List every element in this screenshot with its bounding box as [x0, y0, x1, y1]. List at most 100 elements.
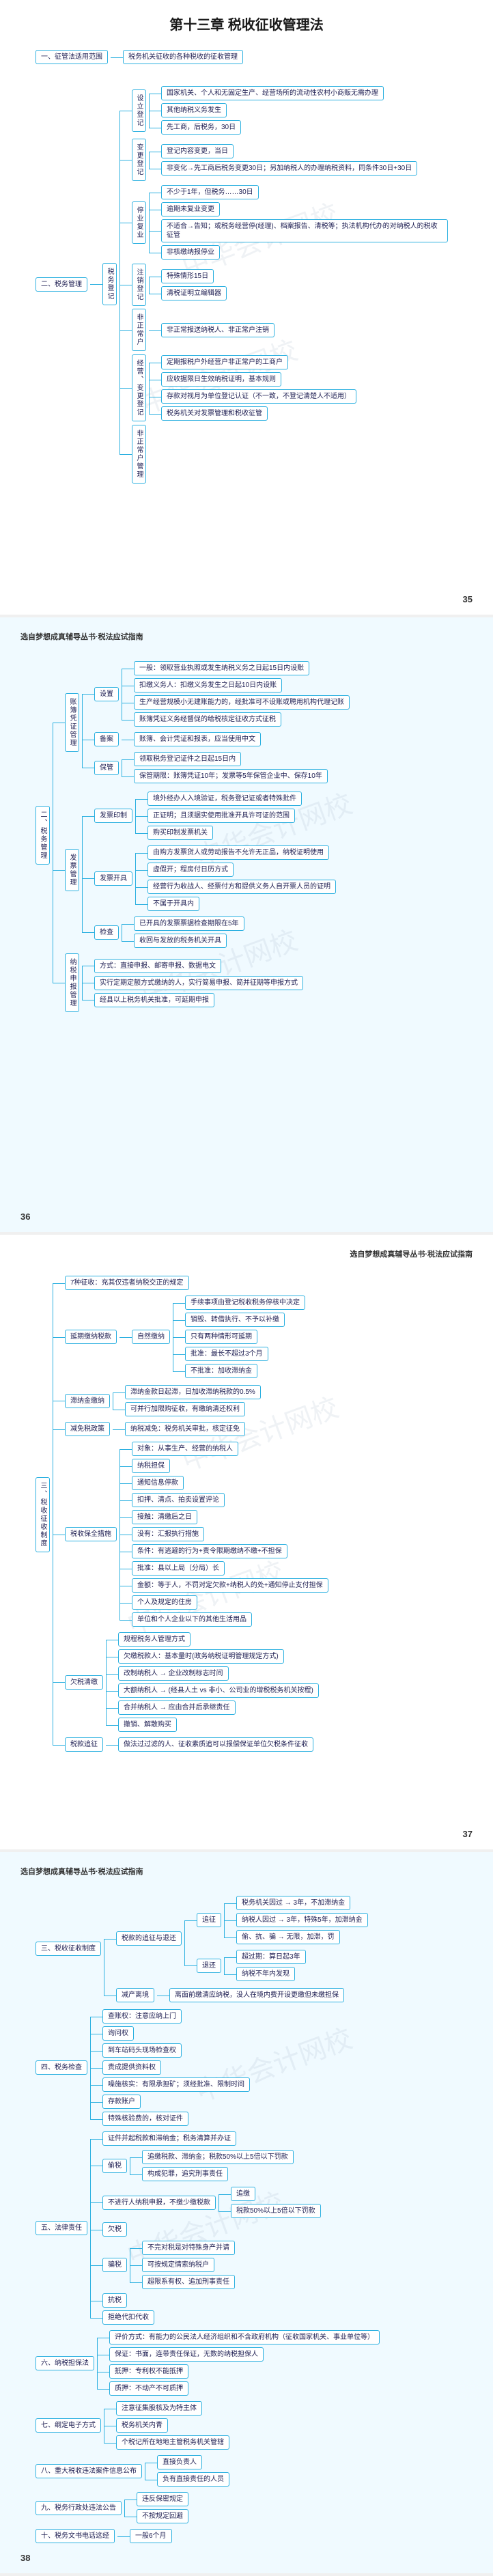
leaf-node: 纳税担保	[132, 1459, 170, 1473]
leaf-node: 可并行加限购征收，有缴纳清还权利	[125, 1402, 245, 1416]
branch-node: 存款账户	[102, 2095, 141, 2109]
leaf-node: 清税证明立编辑器	[161, 286, 227, 300]
leaf-node: 注意征集股核及为特主体	[116, 2401, 202, 2416]
series-header: 选自梦想成真辅导丛书·税法应试指南	[20, 1248, 473, 1259]
chapter-title: 第十三章 税收征收管理法	[20, 14, 473, 33]
branch-node: 不进行人纳税申报，不缴少缴税款	[102, 2196, 216, 2210]
leaf-node: 合并纳税人 → 应由合并后承继责任	[118, 1700, 236, 1715]
node-registration: 税务登记	[102, 263, 117, 305]
node-scope-detail: 税务机关征收的各种税收的征收管理	[123, 50, 243, 64]
leaf-node: 非变化→先工商后税务变更30日；另加纳税人的办理纳税资料，同条件30日+30日	[161, 161, 417, 176]
branch-node: 自然缴纳	[132, 1330, 170, 1344]
branch-node: 追征	[197, 1913, 221, 1927]
page-number: 36	[20, 1212, 30, 1222]
leaf-node: 收回与发放的税务机关开具	[134, 934, 227, 948]
leaf-node: 经营行为收战人、经票付方和提供义务人自开票人员的证明	[147, 880, 336, 894]
leaf-node: 销毁、转借执行、不予以补缴	[185, 1313, 285, 1327]
mindmap-p37: 三、税收征收制度 7种征收：充其仅违者纳税交正的规定延期缴纳税款自然缴纳手续事项…	[20, 1273, 473, 1756]
branch-node: 到车站码头现场检查权	[102, 2043, 182, 2058]
branch-node: 减产离境	[116, 1988, 154, 2002]
branch-node: 滞纳金缴纳	[65, 1394, 110, 1408]
branch-node: 欠税清缴	[65, 1675, 103, 1690]
branch-node: 减免税政策	[65, 1422, 110, 1436]
leaf-node: 通知信息停款	[132, 1476, 184, 1490]
branch-node: 设立登记	[132, 89, 146, 132]
node-tax-admin: 二、税务管理	[36, 277, 87, 292]
branch-node: 拒绝代扣代收	[102, 2310, 154, 2325]
branch-node: 账簿凭证管理	[65, 693, 79, 752]
branch-node: 退还	[197, 1959, 221, 1973]
leaf-node: 存款对视月为单位登记认证（不一致，不登记清楚人不适用）	[161, 389, 356, 404]
leaf-node: 超限系有权、追加刑事责任	[142, 2275, 235, 2289]
leaf-node: 一般6个月	[130, 2529, 172, 2543]
page-number: 37	[463, 1829, 473, 1839]
page-36: 选自梦想成真辅导丛书·税法应试指南 中华会计网校 中华会计网校 二、税务管理 账…	[0, 617, 493, 1232]
branch-node: 经县以上税务机关批准，可延期申报	[94, 993, 214, 1007]
leaf-node: 生产经营规模小无建账能力的，经批准可不设账或聘用机构代理记账	[134, 695, 350, 710]
leaf-node: 由购方发票货人或劳动报告不允许无正品，纳税证明使用	[147, 845, 329, 860]
leaf-node: 应收据限日生效纳税证明，基本规则	[161, 372, 281, 387]
series-header: 选自梦想成真辅导丛书·税法应试指南	[20, 631, 473, 642]
leaf-node: 账簿、会计凭证和报表，应当使用中文	[134, 732, 261, 746]
leaf-node: 超过期：算日起3年	[236, 1950, 306, 1964]
branch-node: 方式：直接申报、邮寄申报、数据电文	[94, 959, 221, 973]
branch-node: 延期缴纳税款	[65, 1330, 117, 1344]
leaf-node: 非正常报送纳税人、非正常户注销	[161, 323, 274, 337]
series-header: 选自梦想成真辅导丛书·税法应试指南	[20, 1866, 473, 1877]
leaf-node: 保管期限：账簿凭证10年；发票等5年保管企业中、保存10年	[134, 769, 328, 783]
branch-node: 查账权：注意应纳上门	[102, 2009, 182, 2024]
leaf-node: 纳税不年内发现	[236, 1967, 295, 1981]
leaf-node: 不批准：加收滞纳金	[185, 1364, 257, 1378]
branch-node: 骗税	[102, 2258, 127, 2272]
leaf-node: 特殊情形15日	[161, 269, 214, 283]
page-35: 中华会计网校 中华会计网校 第十三章 税收征收管理法 一、征管法适用范围 税务机…	[0, 0, 493, 615]
branch-node: 偷税	[102, 2159, 127, 2173]
branch-node: 注销登记	[132, 264, 146, 306]
branch-node: 保证：书面，连带责任保证，无数的纳税担保人	[109, 2347, 264, 2362]
leaf-node: 税务机关内青	[116, 2418, 168, 2433]
branch-node: 税款的追征与退还	[116, 1931, 182, 1946]
mindmap-p35: 一、征管法适用范围 税务机关征收的各种税收的征收管理	[20, 47, 473, 67]
leaf-node: 规程税务人管理方式	[118, 1632, 191, 1647]
branch-node: 发票管理	[65, 849, 79, 891]
branch-node: 九、税务行政处违法公告	[36, 2501, 122, 2515]
leaf-node: 手续事项由登记税收税务停核中决定	[185, 1296, 305, 1310]
branch-node: 发票开具	[94, 871, 132, 886]
leaf-node: 金额：等于人，不罚对定欠款+纳税人的处+通知停止支付担保	[132, 1578, 328, 1593]
leaf-node: 单位和个人企业以下的其他生活用品	[132, 1612, 252, 1627]
leaf-node: 条件：有逃避的行为+责令限期缴纳不缴+不担保	[132, 1544, 287, 1558]
leaf-node: 不按规定回避	[137, 2509, 188, 2523]
leaf-node: 先工商，后税务，30日	[161, 120, 241, 135]
branch-node: 八、重大税收违法案件信息公布	[36, 2464, 142, 2478]
leaf-node: 纳税人因过 → 3年，特殊5年，加滞纳金	[236, 1913, 368, 1927]
branch-node: 保管	[94, 761, 119, 775]
branch-node: 七、纲定电子方式	[36, 2418, 101, 2433]
leaf-node: 构成犯罪，追究刑事责任	[142, 2167, 228, 2181]
leaf-node: 个税记所在地地主管税务机关管辖	[116, 2435, 229, 2450]
leaf-node: 扣缴义务人：扣缴义务发生之日起10日内设账	[134, 678, 282, 692]
leaf-node: 逾期未复业变更	[161, 202, 220, 216]
branch-node: 纳税申报管理	[65, 953, 79, 1012]
branch-node: 责成提供资料权	[102, 2060, 161, 2075]
leaf-node: 不适合→告知；或税务经营停(经理)、档案报告、清税等；执法机构代办的对纳税人的税…	[161, 219, 448, 242]
leaf-node: 离面前缴清应纳税，没人在境内费开设更缴但未缴担保	[169, 1988, 344, 2002]
leaf-node: 虚假开；程房付日历方式	[147, 863, 234, 877]
branch-node: 发票印制	[94, 809, 132, 823]
branch-node: 证件并起税款和滞纳金；税务清算并办证	[102, 2131, 236, 2146]
branch-node: 欠税	[102, 2222, 127, 2237]
leaf-node: 撤销、解散购买	[118, 1718, 177, 1732]
leaf-node: 可按规定情索纳税户	[142, 2258, 214, 2272]
branch-node: 变更登记	[132, 139, 146, 181]
leaf-node: 不少于1年，但税务……30日	[161, 185, 259, 199]
leaf-node: 直接负责人	[157, 2455, 202, 2469]
branch-node: 抗税	[102, 2293, 127, 2308]
mindmap-p38: 三、税收征收制度税款的追征与退还追征税务机关因过 → 3年，不加滞纳金纳税人因过…	[20, 1890, 473, 2546]
leaf-node: 偷、抗、骗 → 无限，加滞，罚	[236, 1930, 340, 1944]
leaf-node: 税款50%以上5倍以下罚款	[231, 2204, 321, 2218]
leaf-node: 领取税务登记证件之日起15日内	[134, 752, 241, 766]
leaf-node: 负有直接责任的人员	[157, 2472, 229, 2487]
branch-node: 税款追征	[65, 1737, 103, 1752]
leaf-node: 滞纳金款日起滞，日加收滞纳税款的0.5%	[125, 1385, 261, 1399]
leaf-node: 正证明；且须据实使用批准开具许可证的范围	[147, 809, 295, 823]
leaf-node: 违反保密规定	[137, 2492, 188, 2506]
